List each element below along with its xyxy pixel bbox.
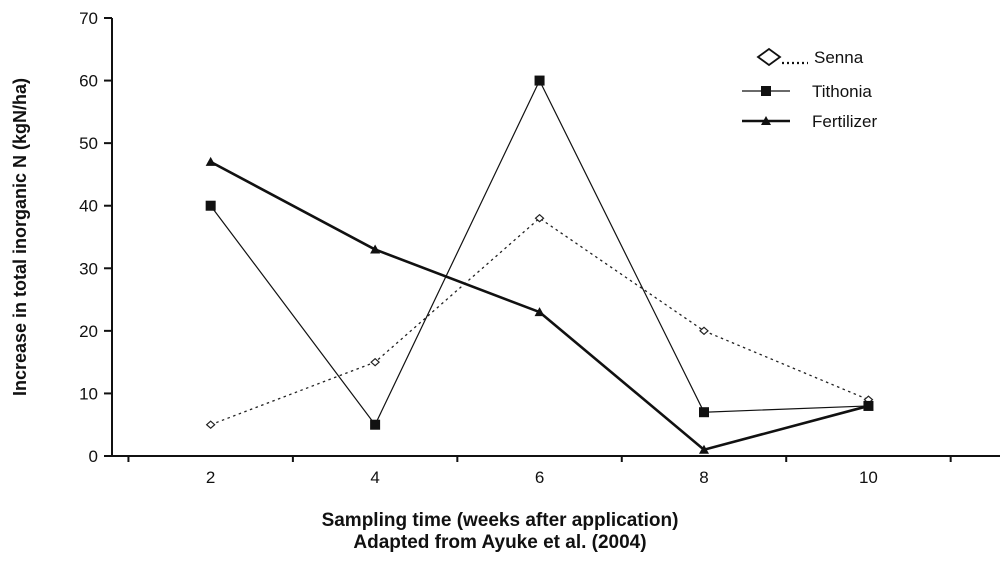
data-point-fertilizer (699, 444, 709, 454)
series-line-tithonia (210, 79, 869, 426)
x-axis-title: Sampling time (weeks after application) (321, 510, 679, 531)
y-tick-label: 10 (79, 384, 98, 403)
legend-item-tithonia: Tithonia (742, 82, 872, 101)
series-tithonia (205, 75, 874, 430)
data-point-tithonia (534, 75, 545, 86)
data-point-tithonia (699, 407, 709, 418)
data-point-fertilizer (863, 400, 874, 410)
legend-diamond-symbol (756, 47, 782, 67)
x-tick-label: 10 (859, 468, 878, 487)
data-point-senna (534, 213, 545, 223)
y-ticks: 0 10 20 30 40 50 60 70 (79, 9, 112, 466)
data-point-tithonia (370, 419, 381, 430)
y-tick-label: 50 (79, 134, 98, 153)
data-point-fertilizer (534, 307, 545, 317)
x-ticks: 2 4 6 8 10 (127, 456, 952, 487)
y-tick-label: 60 (79, 72, 98, 91)
x-tick-label: 4 (370, 468, 379, 487)
y-tick-label: 40 (79, 197, 98, 216)
legend-item-senna: Senna (756, 47, 864, 67)
y-axis-title: Increase in total inorganic N (kgN/ha) (10, 78, 30, 396)
data-point-fertilizer (205, 156, 216, 166)
series-senna (205, 213, 874, 430)
y-tick-label: 0 (89, 447, 98, 466)
x-tick-label: 6 (535, 468, 544, 487)
legend-marker-tithonia (761, 86, 771, 96)
x-tick-label: 8 (699, 468, 708, 487)
legend: Senna Tithonia Fertilizer (742, 47, 878, 131)
x-tick-label: 2 (206, 468, 215, 487)
legend-label-senna: Senna (814, 48, 864, 67)
data-point-fertilizer (370, 244, 381, 254)
y-tick-label: 70 (79, 9, 98, 28)
axes (111, 18, 1000, 457)
legend-label-fertilizer: Fertilizer (812, 112, 878, 131)
source-caption: Adapted from Ayuke et al. (2004) (353, 532, 647, 553)
y-tick-label: 20 (79, 322, 98, 341)
y-tick-label: 30 (79, 259, 98, 278)
data-point-senna (370, 357, 381, 367)
data-point-senna (699, 326, 709, 336)
legend-item-fertilizer: Fertilizer (742, 112, 878, 131)
series-fertilizer (205, 156, 874, 454)
series-line-fertilizer (210, 160, 869, 452)
legend-marker-fertilizer (761, 116, 771, 125)
series-layer (205, 75, 874, 454)
data-point-senna (205, 420, 216, 430)
series-line-senna (210, 217, 869, 426)
legend-label-tithonia: Tithonia (812, 82, 872, 101)
data-point-tithonia (205, 200, 216, 211)
